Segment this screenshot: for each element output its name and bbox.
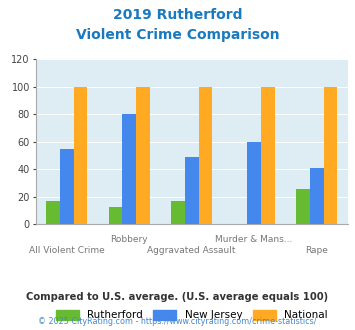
Text: Aggravated Assault: Aggravated Assault [147, 247, 236, 255]
Text: Compared to U.S. average. (U.S. average equals 100): Compared to U.S. average. (U.S. average … [26, 292, 329, 302]
Text: All Violent Crime: All Violent Crime [29, 247, 105, 255]
Bar [136, 87, 150, 224]
Text: 2019 Rutherford: 2019 Rutherford [113, 8, 242, 22]
Bar [198, 87, 212, 224]
Text: Robbery: Robbery [110, 235, 148, 245]
Bar [185, 157, 198, 224]
Bar [73, 87, 87, 224]
Bar [122, 115, 136, 224]
Bar [46, 201, 60, 224]
Bar [109, 207, 122, 224]
Bar [171, 201, 185, 224]
Bar [261, 87, 275, 224]
Bar [310, 168, 323, 224]
Text: Violent Crime Comparison: Violent Crime Comparison [76, 28, 279, 42]
Text: © 2025 CityRating.com - https://www.cityrating.com/crime-statistics/: © 2025 CityRating.com - https://www.city… [38, 317, 317, 326]
Bar [60, 149, 73, 224]
Text: Rape: Rape [305, 247, 328, 255]
Legend: Rutherford, New Jersey, National: Rutherford, New Jersey, National [52, 306, 332, 324]
Bar [247, 142, 261, 224]
Text: Murder & Mans...: Murder & Mans... [215, 235, 293, 245]
Bar [296, 189, 310, 224]
Bar [323, 87, 337, 224]
